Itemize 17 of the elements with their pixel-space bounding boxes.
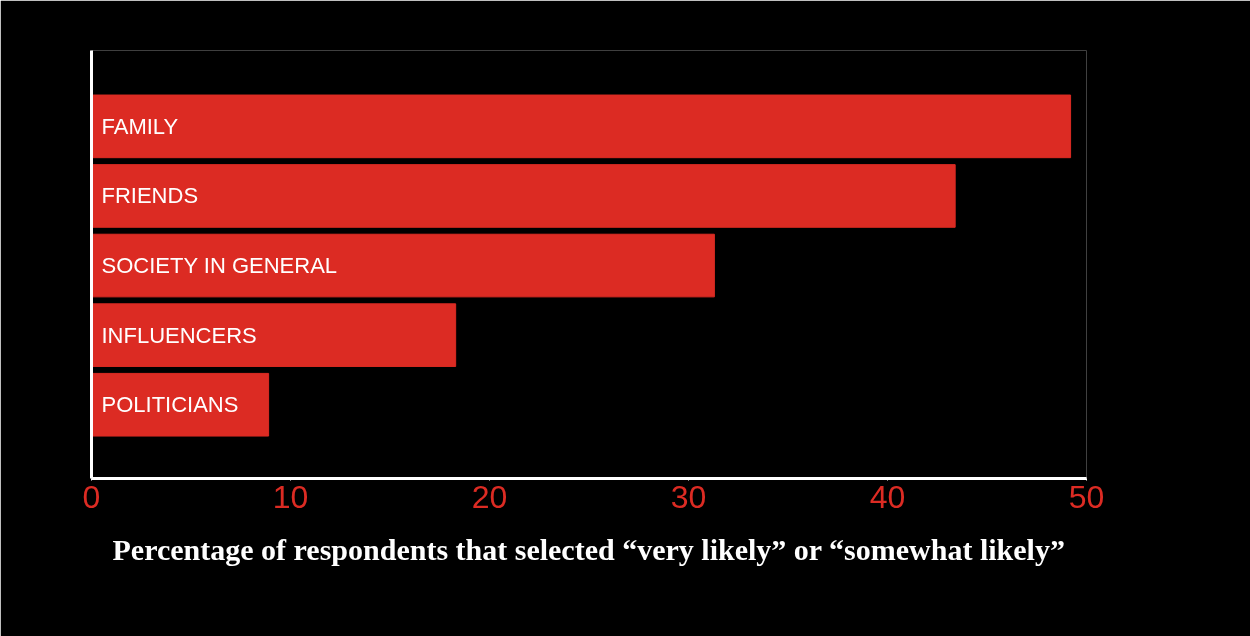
y-tick-label: FRIENDS [101, 183, 199, 209]
bar [91, 164, 956, 228]
x-tick-label: 30 [670, 478, 707, 515]
y-tick-label: INFLUENCERS [101, 322, 257, 348]
x-tick-label: 10 [272, 478, 309, 515]
x-axis-title: Percentage of respondents that selected “very likely” or “somewhat likely” [112, 532, 1065, 566]
bar [91, 372, 270, 437]
bar [91, 303, 457, 367]
y-tick-label: POLITICIANS [101, 392, 239, 418]
x-tick-label: 20 [471, 478, 508, 515]
bar [91, 233, 715, 298]
x-tick-label: 50 [1068, 478, 1105, 515]
y-tick-label: FAMILY [101, 113, 179, 139]
bar [91, 94, 1072, 159]
y-tick-label: SOCIETY IN GENERAL [101, 253, 338, 279]
x-tick-label: 40 [869, 478, 906, 515]
x-tick-label: 0 [82, 478, 101, 515]
